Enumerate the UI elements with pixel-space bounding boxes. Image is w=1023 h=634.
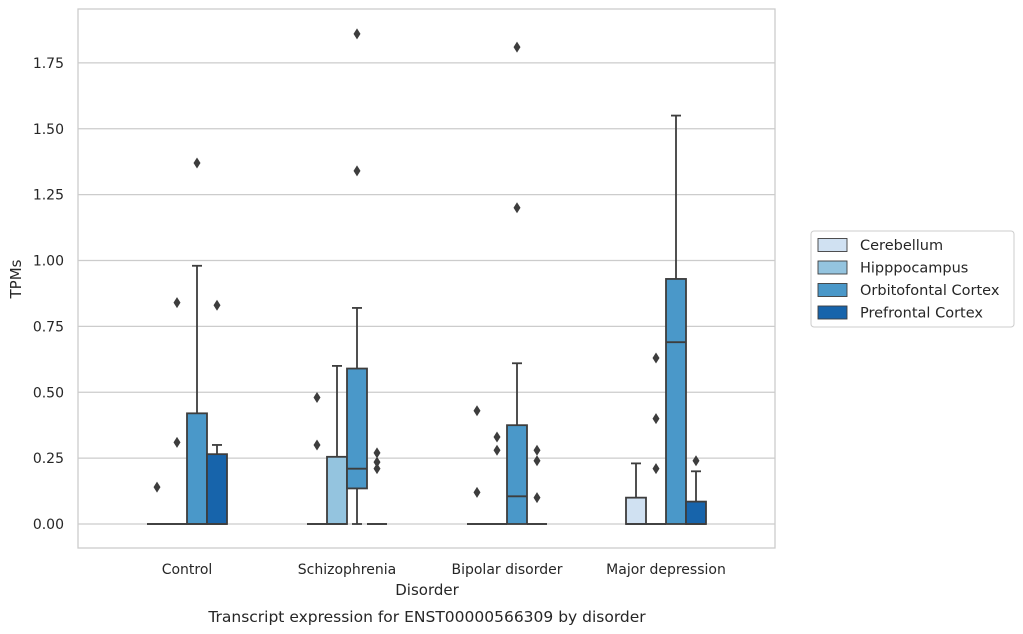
outlier-point: [153, 481, 161, 493]
box-series: [147, 28, 707, 525]
outlier-point: [513, 202, 521, 214]
box-body: [506, 424, 528, 525]
box-body: [326, 455, 348, 525]
box-body: [625, 496, 647, 525]
box-2-3: [527, 444, 547, 525]
box-0-1: [167, 297, 187, 525]
outlier-point: [513, 41, 521, 53]
outlier-point: [652, 463, 660, 475]
outlier-point: [313, 439, 321, 451]
box-3-3: [685, 455, 707, 525]
box-2-0: [467, 405, 487, 525]
outlier-point: [652, 413, 660, 425]
box-1-2: [346, 28, 368, 525]
outlier-point: [473, 405, 481, 417]
y-tick-label: 0.25: [33, 451, 64, 467]
box-body: [186, 412, 208, 525]
outlier-point: [652, 352, 660, 364]
outlier-point: [353, 28, 361, 40]
x-tick-label: Schizophrenia: [298, 562, 396, 578]
legend-swatch: [817, 305, 848, 320]
box-1-1: [326, 364, 348, 525]
box-body: [206, 453, 228, 525]
box-body: [665, 278, 687, 525]
y-tick-label: 1.75: [33, 56, 64, 72]
legend-swatch: [817, 238, 848, 252]
box-0-0: [147, 481, 167, 525]
box-body: [346, 367, 368, 490]
y-tick-label: 1.25: [33, 188, 64, 204]
outlier-point: [373, 447, 381, 459]
box-3-1: [646, 352, 666, 525]
legend-swatch: [817, 260, 848, 275]
box-3-2: [665, 114, 687, 525]
legend: Cerebellum Hipppocampus Orbitofontal Corte…: [810, 230, 1015, 328]
box-3-0: [625, 462, 647, 525]
box-0-3: [206, 299, 228, 525]
outlier-point: [533, 492, 541, 504]
outlier-point: [373, 463, 381, 475]
y-axis-title: TPMs: [7, 259, 25, 299]
outlier-point: [493, 444, 501, 456]
outlier-point: [173, 297, 181, 309]
y-tick-label: 0.50: [33, 385, 64, 401]
outlier-point: [193, 157, 201, 169]
x-tick-label: Major depression: [606, 562, 726, 578]
outlier-point: [473, 486, 481, 498]
outlier-point: [692, 455, 700, 467]
x-tick-label: Bipolar disorder: [451, 562, 562, 578]
outlier-point: [533, 455, 541, 467]
legend-label: Hipppocampus: [860, 261, 968, 277]
legend-label: Orbitofontal Cortex: [860, 283, 1000, 299]
x-tick-label: Control: [162, 562, 213, 578]
outlier-point: [353, 165, 361, 177]
y-tick-label: 0.75: [33, 319, 64, 335]
outlier-point: [173, 436, 181, 448]
x-axis-title: Disorder: [395, 581, 459, 599]
outlier-point: [373, 456, 381, 468]
box-2-2: [506, 41, 528, 525]
box-1-0: [307, 392, 327, 525]
box-body: [685, 500, 707, 525]
outlier-point: [313, 392, 321, 404]
legend-frame: [810, 230, 1015, 328]
y-tick-label: 0.00: [33, 517, 64, 533]
legend-swatch: [817, 283, 848, 297]
box-0-2: [186, 157, 208, 525]
chart-caption: Transcript expression for ENST0000056630…: [207, 608, 646, 626]
y-tick-label: 1.50: [33, 122, 64, 138]
x-tick-labels: Control Schizophrenia Bipolar disorder Majo…: [162, 562, 726, 578]
y-tick-labels: 0.00 0.25 0.50 0.75 1.00 1.25 1.50 1.75: [33, 56, 64, 533]
legend-label: Prefrontal Cortex: [860, 306, 983, 322]
plot-frame: [77, 8, 776, 549]
outlier-point: [533, 444, 541, 456]
box-1-3: [367, 447, 387, 525]
outlier-point: [213, 299, 221, 311]
legend-label: Cerebellum: [860, 238, 943, 254]
outlier-point: [493, 431, 501, 443]
y-tick-label: 1.00: [33, 254, 64, 270]
box-2-1: [487, 431, 507, 525]
